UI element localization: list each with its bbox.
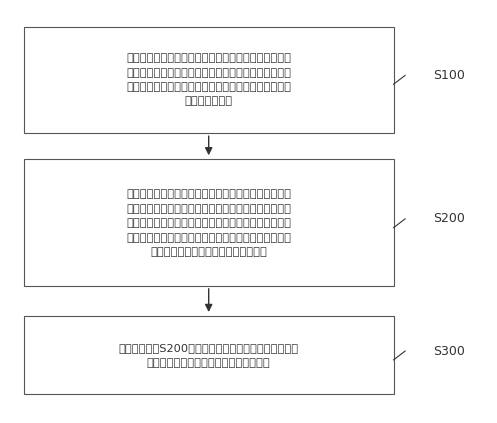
Text: S200: S200 (433, 212, 465, 225)
Text: S300: S300 (433, 345, 465, 357)
Text: 根据上述步骤S200的结论，判断掉电不易失存储器或掉
电易失存储器中的坏块的地址并记录下来: 根据上述步骤S200的结论，判断掉电不易失存储器或掉 电易失存储器中的坏块的地址… (119, 343, 299, 368)
Text: 当该应用程序打开失败，则说明掉电不易失存储器或掉
电易失存储器中存在坏块；并再将该应用程序拷贝到掉
电易失存储器中另外地址中运行，如果该应用打开成功
则说明掉电: 当该应用程序打开失败，则说明掉电不易失存储器或掉 电易失存储器中存在坏块；并再将… (126, 190, 291, 257)
Bar (24, 27, 394, 133)
Text: 当某一个应用程序被打开时，获取该应用在掉电不易失
存储器中的地址及大小，并拷贝该应用程序至掉电易失
存储器中运行，同时记录该应用程序在掉电易失存储器
中的地址及: 当某一个应用程序被打开时，获取该应用在掉电不易失 存储器中的地址及大小，并拷贝该… (126, 53, 291, 107)
Bar (24, 159, 394, 286)
Text: S100: S100 (433, 69, 465, 82)
Bar (24, 316, 394, 394)
